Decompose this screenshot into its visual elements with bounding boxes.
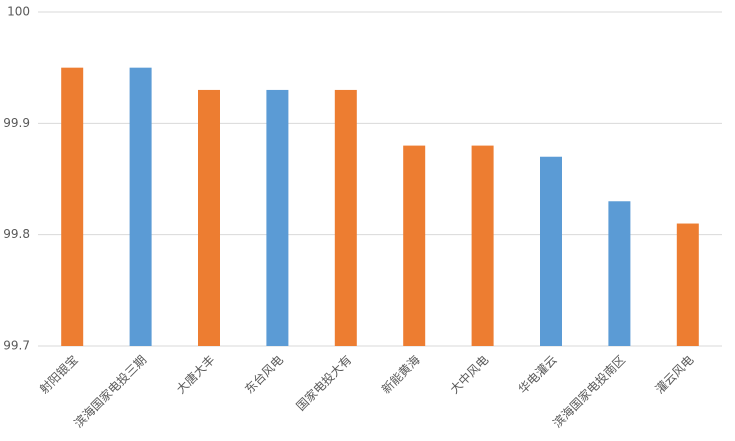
bar — [471, 145, 494, 346]
y-tick-label: 100 — [7, 5, 30, 19]
x-tick-label: 大唐大丰 — [173, 352, 218, 397]
x-tick-label: 国家电投大有 — [293, 352, 355, 414]
bar — [540, 156, 562, 346]
x-tick-label: 射阳银宝 — [36, 352, 81, 397]
x-tick-label: 新能黄海 — [378, 352, 423, 397]
x-tick-label: 滨海国家电投南区 — [549, 352, 627, 430]
bar — [334, 89, 357, 346]
x-tick-label: 东台风电 — [241, 352, 286, 397]
y-tick-label: 99.7 — [3, 339, 30, 353]
bar — [266, 89, 289, 346]
bar — [403, 145, 426, 346]
bar — [676, 223, 699, 346]
bar — [129, 67, 152, 347]
y-tick-label: 99.8 — [3, 227, 30, 241]
x-tick-label: 灌云风电 — [653, 353, 697, 397]
x-tick-label: 滨海国家电投三期 — [71, 352, 149, 430]
bar — [61, 67, 84, 347]
y-tick-label: 99.9 — [3, 116, 30, 130]
x-tick-label: 大中风电 — [447, 352, 492, 397]
x-tick-label: 华电灌云 — [516, 353, 560, 397]
bar — [608, 201, 631, 346]
bar — [198, 89, 220, 346]
